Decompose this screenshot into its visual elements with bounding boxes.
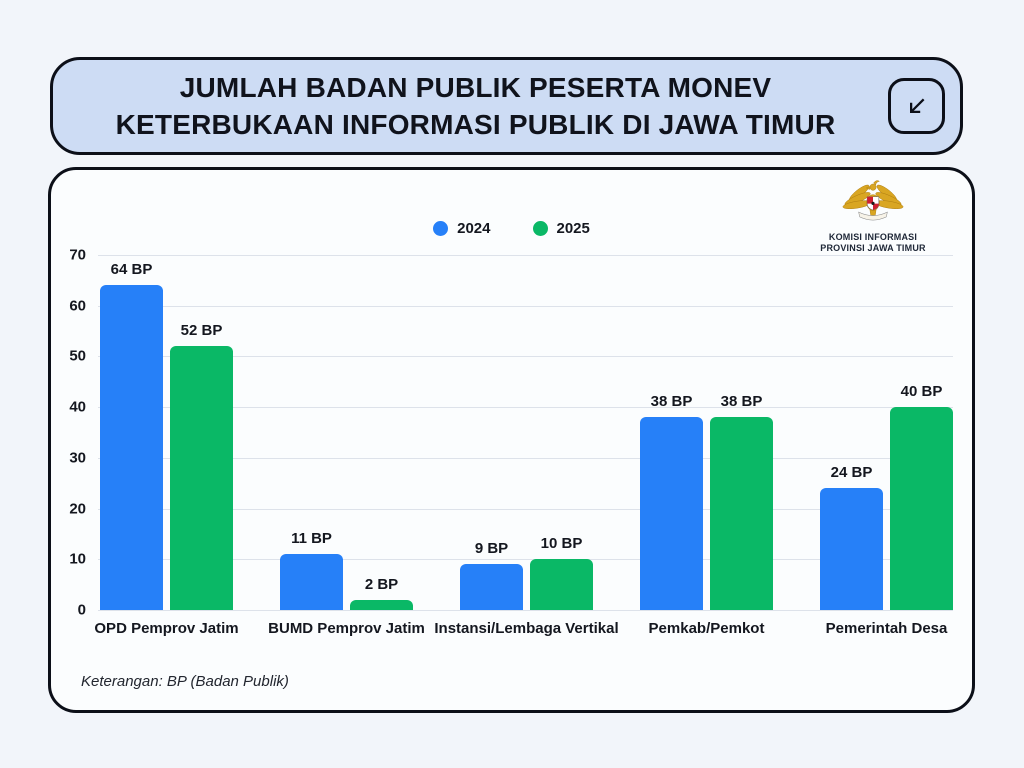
bar-2024: 9 BP: [460, 540, 523, 610]
bar-group: 38 BP 38 BP Pemkab/Pemkot: [640, 255, 773, 637]
y-axis-tick-label: 40: [69, 398, 86, 416]
gridline: [98, 305, 953, 307]
gridlines: [98, 255, 953, 611]
title-card: JUMLAH BADAN PUBLIK PESERTA MONEV KETERB…: [50, 57, 963, 155]
bar-2025: 52 BP: [170, 322, 233, 610]
org-logo: KOMISI INFORMASI PROVINSI JAWA TIMUR: [800, 176, 946, 254]
page-title-line-1: JUMLAH BADAN PUBLIK PESERTA MONEV: [179, 72, 772, 103]
footer-note: Keterangan: BP (Badan Publik): [81, 673, 289, 690]
legend-label: 2025: [556, 220, 590, 237]
bar-2025: 2 BP: [350, 576, 413, 610]
bar-2024: 24 BP: [820, 464, 883, 610]
plot-area: 64 BP 52 BP OPD Pemprov Jatim 11 BP 2 BP BUMD…: [69, 247, 953, 637]
bar-2025: 10 BP: [530, 535, 593, 610]
legend-item-2024: 2024: [433, 220, 491, 237]
legend-dot: [433, 221, 449, 236]
bar-value-label: 40 BP: [900, 383, 943, 401]
garuda-emblem: [842, 180, 904, 221]
gridline: [98, 407, 953, 409]
category-label: Instansi/Lembaga Vertikal: [434, 620, 619, 637]
bar-2024: 38 BP: [640, 393, 703, 610]
gridline: [98, 508, 953, 510]
bar-value-label: 2 BP: [364, 575, 399, 593]
gridline: [98, 255, 953, 256]
y-axis-tick-label: 20: [69, 500, 86, 518]
category-label: BUMD Pemprov Jatim: [268, 620, 425, 637]
legend-dot: [532, 221, 548, 236]
y-axis-tick-label: 10: [69, 550, 86, 568]
gridline: [98, 356, 953, 358]
bar-value-label: 11 BP: [291, 530, 332, 548]
bar-group: 64 BP 52 BP OPD Pemprov Jatim: [94, 255, 238, 637]
arrow-down-left-icon: [888, 78, 945, 134]
bar-value-label: 38 BP: [650, 393, 693, 411]
y-axis-tick-label: 0: [77, 601, 86, 619]
y-axis-tick-label: 50: [69, 347, 86, 365]
gridline: [98, 610, 953, 611]
category-label: Pemkab/Pemkot: [648, 620, 765, 637]
chart-legend: 2024 2025: [51, 220, 972, 237]
bar-value-label: 9 BP: [474, 540, 509, 558]
bar-group: 24 BP 40 BP Pemerintah Desa: [820, 255, 953, 637]
chart-card: KOMISI INFORMASI PROVINSI JAWA TIMUR 202…: [48, 167, 975, 713]
gridline: [98, 457, 953, 459]
legend-item-2025: 2025: [532, 220, 590, 237]
org-name-line-1: KOMISI INFORMASI: [828, 232, 918, 242]
bar-2025: 38 BP: [710, 393, 773, 610]
legend-label: 2024: [457, 220, 491, 237]
y-axis-tick-label: 70: [69, 246, 86, 264]
bar-group: 9 BP 10 BP Instansi/Lembaga Vertikal: [434, 255, 618, 637]
y-axis-tick-label: 60: [69, 297, 86, 315]
bar-2025: 40 BP: [890, 383, 953, 610]
bar-value-label: 52 BP: [180, 322, 223, 340]
category-label: Pemerintah Desa: [825, 620, 948, 637]
page-title-line-2: KETERBUKAAN INFORMASI PUBLIK DI JAWA TIM…: [115, 109, 836, 140]
gridline: [98, 559, 953, 561]
bar-value-label: 38 BP: [720, 393, 763, 411]
bar-2024: 11 BP: [280, 530, 343, 610]
category-label: OPD Pemprov Jatim: [94, 620, 239, 637]
bar-value-label: 10 BP: [540, 535, 583, 553]
y-axis-tick-label: 30: [69, 449, 86, 467]
bar-value-label: 24 BP: [830, 464, 873, 482]
bar-2024: 64 BP: [100, 261, 163, 610]
org-name-line-2: PROVINSI JAWA TIMUR: [820, 243, 926, 253]
bar-groups: 64 BP 52 BP OPD Pemprov Jatim 11 BP 2 BP BUMD…: [94, 255, 953, 637]
bar-group: 11 BP 2 BP BUMD Pemprov Jatim: [268, 255, 425, 637]
bar-value-label: 64 BP: [110, 261, 153, 279]
